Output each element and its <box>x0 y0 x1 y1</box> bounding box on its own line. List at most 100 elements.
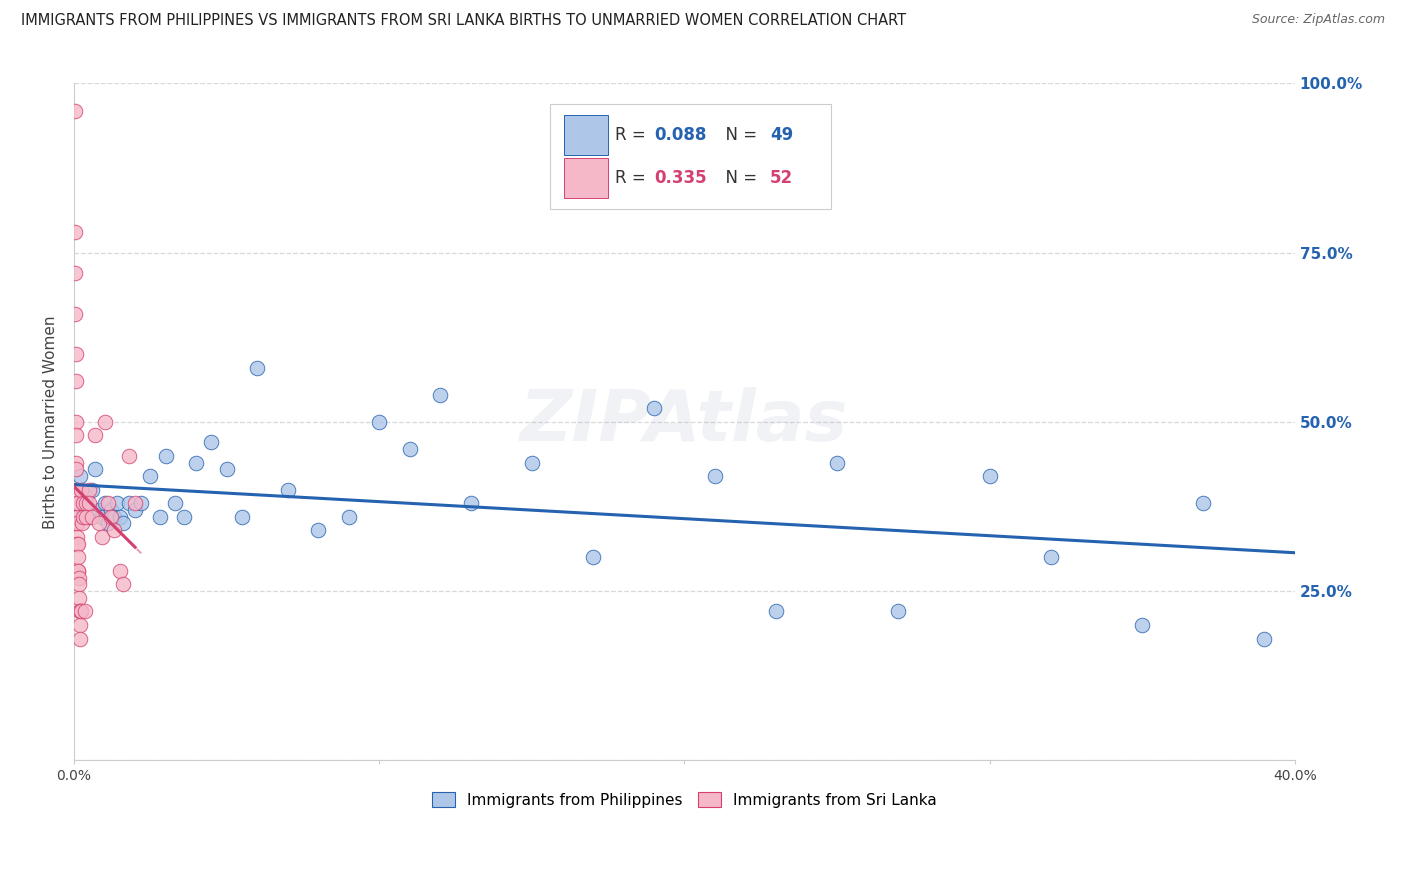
Point <box>84 462 107 476</box>
Point <box>215 462 238 476</box>
Point <box>93 496 115 510</box>
Point <box>63 103 86 118</box>
Point <box>66 496 89 510</box>
Text: Source: ZipAtlas.com: Source: ZipAtlas.com <box>1251 13 1385 27</box>
Point <box>307 523 329 537</box>
Point <box>703 469 725 483</box>
Point <box>70 604 93 618</box>
Point <box>97 516 120 531</box>
Point <box>1130 618 1153 632</box>
Point <box>1192 496 1215 510</box>
Point <box>520 456 543 470</box>
Point <box>277 483 299 497</box>
Point <box>97 496 120 510</box>
Point <box>118 449 141 463</box>
Point <box>124 496 146 510</box>
Point <box>65 483 87 497</box>
Point <box>73 604 96 618</box>
Point <box>72 496 94 510</box>
Point <box>75 496 97 510</box>
Point <box>460 496 482 510</box>
Point <box>66 530 89 544</box>
Point <box>155 449 177 463</box>
Point <box>66 496 89 510</box>
Point <box>100 503 122 517</box>
Point <box>65 462 87 476</box>
Point <box>84 428 107 442</box>
Point <box>79 509 101 524</box>
Text: R =: R = <box>614 169 651 186</box>
Point <box>79 483 101 497</box>
Point <box>67 564 90 578</box>
Point <box>65 347 87 361</box>
FancyBboxPatch shape <box>564 158 607 198</box>
Point <box>124 503 146 517</box>
Point <box>82 509 104 524</box>
Point <box>368 415 391 429</box>
Point <box>66 509 89 524</box>
Point <box>69 604 91 618</box>
Point <box>65 415 87 429</box>
Point <box>66 516 89 531</box>
Point <box>67 564 90 578</box>
Point <box>108 509 131 524</box>
Point <box>66 483 89 497</box>
Point <box>200 435 222 450</box>
Point <box>70 516 93 531</box>
Text: ZIPAtlas: ZIPAtlas <box>520 387 849 457</box>
Text: N =: N = <box>714 126 762 144</box>
Point <box>65 516 87 531</box>
Point <box>66 537 89 551</box>
Point <box>1039 550 1062 565</box>
Point <box>66 550 89 565</box>
Point <box>90 509 112 524</box>
Point <box>69 618 91 632</box>
Point <box>72 509 94 524</box>
Point <box>65 496 87 510</box>
Point <box>163 496 186 510</box>
Point <box>63 226 86 240</box>
Point <box>105 496 128 510</box>
Point <box>65 456 87 470</box>
Point <box>103 523 125 537</box>
Point <box>979 469 1001 483</box>
Point <box>65 307 87 321</box>
Text: 0.088: 0.088 <box>654 126 706 144</box>
Text: 0.335: 0.335 <box>654 169 707 186</box>
Point <box>65 266 87 280</box>
Point <box>1253 632 1275 646</box>
Text: IMMIGRANTS FROM PHILIPPINES VS IMMIGRANTS FROM SRI LANKA BIRTHS TO UNMARRIED WOM: IMMIGRANTS FROM PHILIPPINES VS IMMIGRANT… <box>21 13 907 29</box>
Point <box>100 509 122 524</box>
Point <box>69 483 91 497</box>
Legend: Immigrants from Philippines, Immigrants from Sri Lanka: Immigrants from Philippines, Immigrants … <box>426 786 943 814</box>
Point <box>79 496 101 510</box>
Point <box>66 483 89 497</box>
Point <box>65 374 87 388</box>
Point <box>582 550 605 565</box>
Point <box>887 604 910 618</box>
Point <box>66 537 89 551</box>
Point <box>111 516 134 531</box>
Point <box>67 571 90 585</box>
Point <box>69 469 91 483</box>
FancyBboxPatch shape <box>550 103 831 209</box>
Point <box>82 483 104 497</box>
Point <box>75 489 97 503</box>
Point <box>186 456 208 470</box>
Point <box>139 469 162 483</box>
Point <box>398 442 420 456</box>
Point <box>173 509 195 524</box>
Text: 52: 52 <box>770 169 793 186</box>
Point <box>67 591 90 605</box>
Point <box>69 632 91 646</box>
Point <box>75 509 97 524</box>
Point <box>246 360 269 375</box>
Point <box>108 564 131 578</box>
Point <box>111 577 134 591</box>
Point <box>72 503 94 517</box>
Text: N =: N = <box>714 169 762 186</box>
Text: 49: 49 <box>770 126 793 144</box>
Point <box>231 509 253 524</box>
Point <box>148 509 170 524</box>
Text: R =: R = <box>614 126 651 144</box>
